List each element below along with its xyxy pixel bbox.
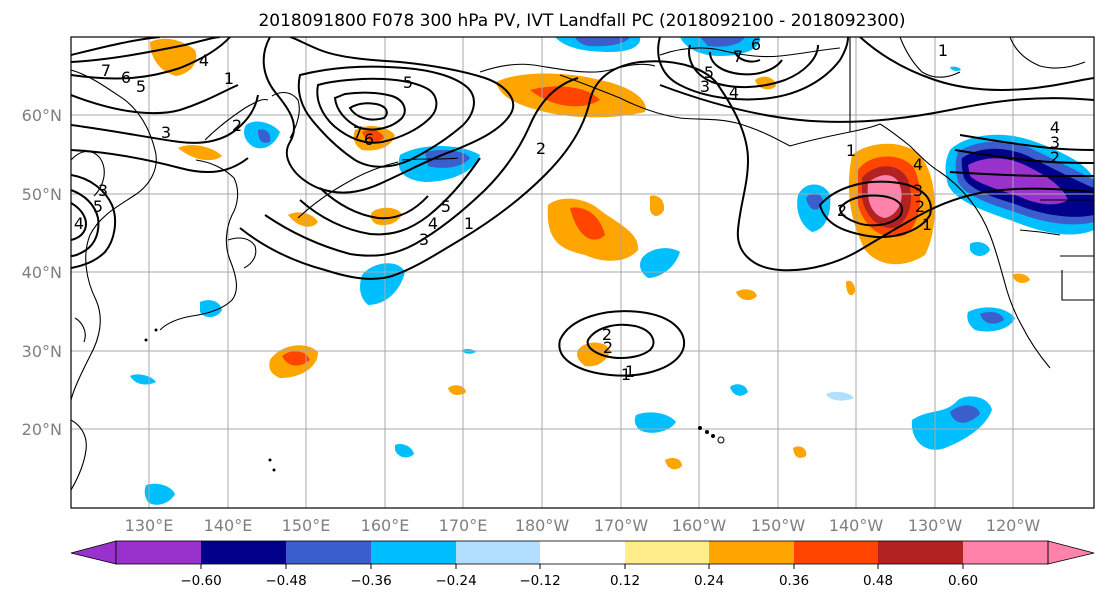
colorbar-tick: 0.60 <box>948 573 978 589</box>
map-title: 2018091800 F078 300 hPa PV, IVT Landfall… <box>258 11 905 31</box>
lat-label-30n: 30°N <box>22 342 62 361</box>
contour-label: 3 <box>161 123 171 142</box>
colorbar-segment <box>286 541 371 564</box>
lon-label: 160°W <box>672 516 727 535</box>
contour-label: 2 <box>602 325 612 344</box>
contour-label: 3 <box>1050 133 1060 152</box>
colorbar-tick: −0.12 <box>519 573 560 589</box>
contour-label: 2 <box>915 197 925 216</box>
map-frame <box>70 36 1095 509</box>
contour-label: 2 <box>232 116 242 135</box>
contour-label: 3 <box>700 77 710 96</box>
lon-label: 150°W <box>751 516 806 535</box>
colorbar-segment <box>456 541 540 564</box>
contour-label: 2 <box>837 201 847 220</box>
longitude-labels: 130°E 140°E 150°E 160°E 170°E 180°W 170°… <box>125 516 1041 535</box>
contour-label: 1 <box>922 215 932 234</box>
contour-label: 5 <box>403 73 413 92</box>
contour-label: 4 <box>199 51 209 70</box>
colorbar-tick: −0.48 <box>265 573 306 589</box>
colorbar-tick: −0.24 <box>435 573 476 589</box>
contour-label: 2 <box>536 139 546 158</box>
colorbar-segment <box>878 541 963 564</box>
colorbar-segment <box>201 541 286 564</box>
colorbar-segment <box>709 541 794 564</box>
contour-label: 5 <box>704 63 714 82</box>
lat-label-40n: 40°N <box>22 263 62 282</box>
colorbar-tick: −0.36 <box>350 573 391 589</box>
colorbar-right-extension <box>1047 540 1095 565</box>
lon-label: 160°E <box>361 516 410 535</box>
colorbar-segment <box>116 541 201 564</box>
latitude-labels: 60°N 50°N 40°N 30°N 20°N <box>22 106 62 439</box>
contour-label: 1 <box>464 214 474 233</box>
lon-label: 170°W <box>594 516 649 535</box>
contour-label: 1 <box>938 41 948 60</box>
colorbar-segment <box>794 541 878 564</box>
colorbar-tick: 0.12 <box>610 573 640 589</box>
contour-label: 7 <box>733 47 743 66</box>
colorbar-tick: 0.48 <box>863 573 893 589</box>
contour-label: 1 <box>846 141 856 160</box>
colorbar-tick: −0.60 <box>180 573 221 589</box>
lon-label: 150°E <box>282 516 331 535</box>
contour-label: 1 <box>224 69 234 88</box>
colorbar-tick: 0.24 <box>694 573 724 589</box>
contour-label: 4 <box>913 155 923 174</box>
contour-label: 4 <box>729 83 739 102</box>
colorbar-left-extension <box>70 540 117 565</box>
colorbar-segment <box>963 541 1048 564</box>
colorbar-segment <box>540 541 625 564</box>
contour-label: 5 <box>93 197 103 216</box>
lon-label: 140°W <box>829 516 884 535</box>
contour-labels: 7 6 5 4 1 3 2 3 4 5 5 6 7 2 1 3 4 5 1 1 … <box>74 35 1060 384</box>
pv-contours <box>71 37 1094 377</box>
lat-label-60n: 60°N <box>22 106 62 125</box>
contour-label: 5 <box>441 197 451 216</box>
contour-label: 4 <box>1050 118 1060 137</box>
colorbar-segment <box>371 541 456 564</box>
contour-label: 4 <box>428 214 438 233</box>
map-panel: 7 6 5 4 1 3 2 3 4 5 5 6 7 2 1 3 4 5 1 1 … <box>71 35 1094 508</box>
contour-label: 6 <box>121 68 131 87</box>
contour-label: 6 <box>364 130 374 149</box>
contour-label: 7 <box>353 123 363 142</box>
colorbar-segment <box>625 541 709 564</box>
contour-label: 1 <box>621 365 631 384</box>
coastlines <box>71 37 1094 491</box>
lon-label: 130°W <box>908 516 963 535</box>
lon-label: 130°E <box>125 516 174 535</box>
contour-label: 3 <box>913 181 923 200</box>
colorbar-tick: 0.36 <box>779 573 809 589</box>
contour-label: 3 <box>98 181 108 200</box>
contour-label: 6 <box>751 35 761 54</box>
lon-label: 140°E <box>204 516 253 535</box>
lon-label: 180°W <box>515 516 570 535</box>
contour-label: 4 <box>74 214 84 233</box>
lat-label-50n: 50°N <box>22 185 62 204</box>
contour-label: 2 <box>603 338 613 357</box>
contour-label: 3 <box>419 230 429 249</box>
contour-label: 2 <box>1050 148 1060 167</box>
contour-label: 1 <box>625 362 635 381</box>
lon-label: 170°E <box>439 516 488 535</box>
colorbar: −0.60 −0.48 −0.36 −0.24 −0.12 0.12 0.24 … <box>70 540 1095 589</box>
lat-label-20n: 20°N <box>22 420 62 439</box>
contour-label: 7 <box>101 61 111 80</box>
lon-label: 120°W <box>986 516 1041 535</box>
contour-label: 5 <box>136 77 146 96</box>
